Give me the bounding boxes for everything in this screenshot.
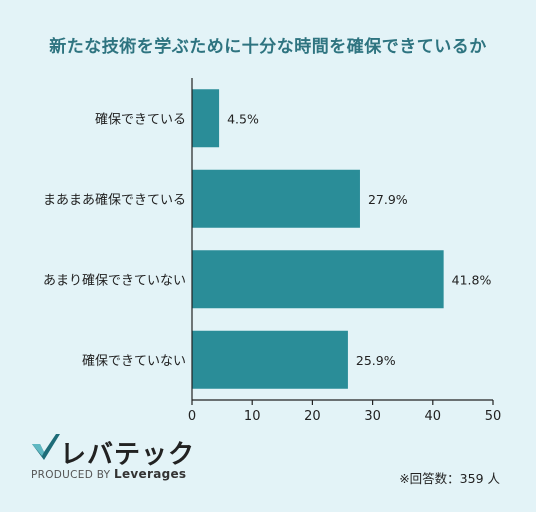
category-label: まあまあ確保できている <box>43 192 186 208</box>
x-tick-label: 30 <box>364 409 381 424</box>
check-icon <box>32 434 60 460</box>
x-tick-label: 50 <box>485 409 502 424</box>
value-label: 25.9% <box>356 353 396 368</box>
respondent-count-note: ※回答数：359 人 <box>399 471 500 486</box>
chart-title: 新たな技術を学ぶために十分な時間を確保できているか <box>49 37 487 57</box>
category-label: 確保できていない <box>82 353 186 369</box>
x-tick-label: 0 <box>188 409 196 424</box>
x-tick-label: 40 <box>425 409 442 424</box>
bar-1 <box>192 89 220 148</box>
bar-4 <box>192 330 348 389</box>
logo-sub-brand: Leverages <box>114 467 187 481</box>
x-axis: 0 10 20 30 40 50 <box>188 78 501 424</box>
x-tick-label: 10 <box>244 409 261 424</box>
x-tick-label: 20 <box>304 409 321 424</box>
value-label: 4.5% <box>227 111 259 126</box>
bars-group: 確保できている 4.5% まあまあ確保できている 27.9% あまり確保できていない 41… <box>43 89 491 389</box>
logo-name: レバテック <box>60 440 196 470</box>
value-label: 27.9% <box>368 192 408 207</box>
value-label: 41.8% <box>452 272 492 287</box>
bar-3 <box>192 250 444 309</box>
category-label: あまり確保できていない <box>43 272 186 288</box>
category-label: 確保できている <box>95 111 186 127</box>
logo-subtitle: PRODUCED BY Leverages <box>31 467 186 481</box>
logo-sub-prefix: PRODUCED BY <box>31 469 111 481</box>
bar-2 <box>192 169 360 228</box>
